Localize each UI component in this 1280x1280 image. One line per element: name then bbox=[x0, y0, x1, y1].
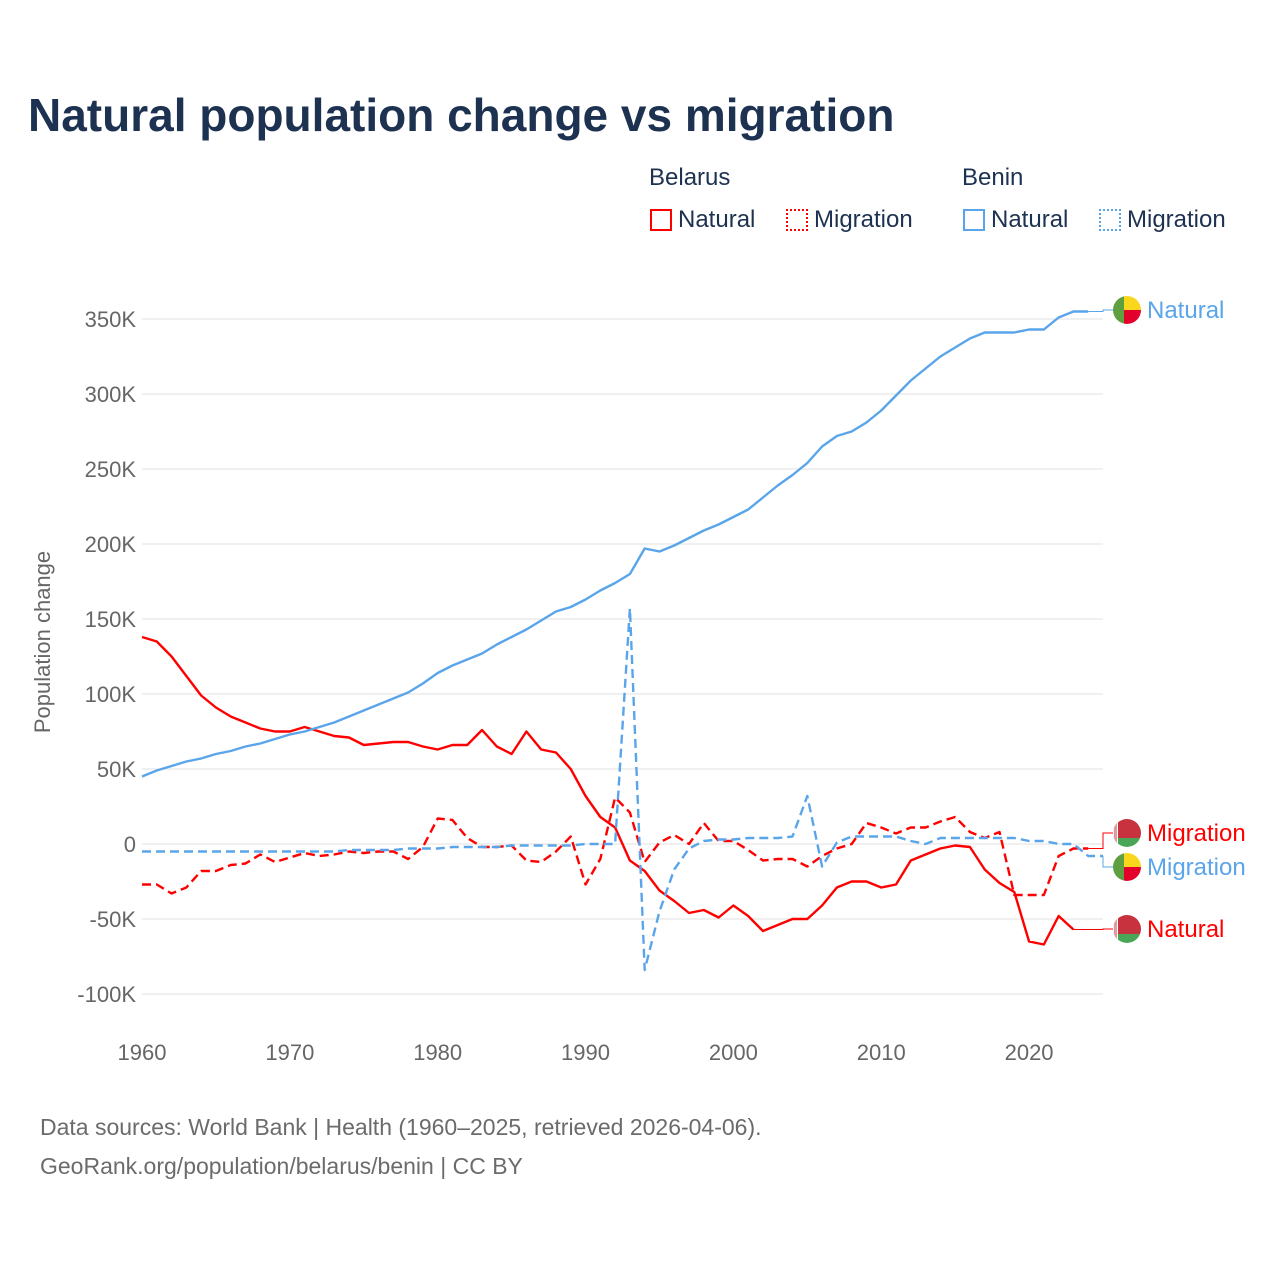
y-tick-label: 300K bbox=[85, 382, 137, 407]
series-line-benin-migration bbox=[142, 607, 1103, 972]
legend-label: Natural bbox=[991, 206, 1069, 233]
series-line-benin-natural bbox=[141, 310, 1089, 778]
legend-label: Migration bbox=[814, 206, 913, 233]
footer-url: GeoRank.org/population/belarus/benin | C… bbox=[40, 1153, 523, 1179]
y-tick-label: 250K bbox=[85, 457, 137, 482]
legend-group-belarus: Belarus bbox=[649, 164, 731, 191]
series-line-belarus-natural bbox=[141, 635, 1075, 946]
label-connector bbox=[1088, 309, 1113, 312]
solid-swatch-icon bbox=[963, 209, 985, 231]
y-tick-label: 50K bbox=[97, 757, 136, 782]
legend-belarus-natural[interactable]: Natural bbox=[650, 206, 755, 234]
footer: Data sources: World Bank | Health (1960–… bbox=[40, 1108, 762, 1186]
x-tick-label: 2000 bbox=[709, 1040, 758, 1065]
dotted-swatch-icon bbox=[1099, 209, 1121, 231]
label-connector bbox=[1102, 856, 1113, 868]
series-line-belarus-migration bbox=[142, 796, 1089, 897]
label-connector bbox=[1088, 832, 1113, 849]
benin-flag-icon bbox=[1113, 296, 1141, 324]
footer-sources: Data sources: World Bank | Health (1960–… bbox=[40, 1114, 762, 1140]
end-label-benin-migration: Migration bbox=[1147, 854, 1246, 881]
legend-belarus-migration[interactable]: Migration bbox=[786, 206, 913, 234]
y-tick-label: -100K bbox=[77, 982, 136, 1007]
y-tick-label: 150K bbox=[85, 607, 137, 632]
y-tick-label: -50K bbox=[90, 907, 137, 932]
end-label-benin-natural: Natural bbox=[1147, 297, 1224, 324]
legend-label: Natural bbox=[678, 206, 756, 233]
benin-flag-icon bbox=[1113, 853, 1141, 881]
x-tick-label: 1980 bbox=[413, 1040, 462, 1065]
legend-group-benin: Benin bbox=[962, 164, 1024, 191]
end-label-belarus-natural: Natural bbox=[1147, 916, 1224, 943]
x-tick-label: 2020 bbox=[1005, 1040, 1054, 1065]
y-tick-label: 350K bbox=[85, 307, 137, 332]
y-tick-label: 0 bbox=[124, 832, 136, 857]
dotted-swatch-icon bbox=[786, 209, 808, 231]
x-tick-label: 1960 bbox=[118, 1040, 167, 1065]
end-label-belarus-migration: Migration bbox=[1147, 820, 1246, 847]
x-tick-label: 1990 bbox=[561, 1040, 610, 1065]
y-axis-label: Population change bbox=[30, 551, 55, 733]
legend-benin-migration[interactable]: Migration bbox=[1099, 206, 1226, 234]
y-tick-label: 200K bbox=[85, 532, 137, 557]
legend-label: Migration bbox=[1127, 206, 1226, 233]
x-tick-label: 1970 bbox=[265, 1040, 314, 1065]
y-tick-label: 100K bbox=[85, 682, 137, 707]
legend-benin-natural[interactable]: Natural bbox=[963, 206, 1068, 234]
solid-swatch-icon bbox=[650, 209, 672, 231]
belarus-flag-icon bbox=[1113, 915, 1141, 943]
chart-title: Natural population change vs migration bbox=[28, 89, 895, 141]
x-tick-label: 2010 bbox=[857, 1040, 906, 1065]
belarus-flag-icon bbox=[1113, 819, 1141, 847]
label-connector bbox=[1073, 928, 1113, 930]
